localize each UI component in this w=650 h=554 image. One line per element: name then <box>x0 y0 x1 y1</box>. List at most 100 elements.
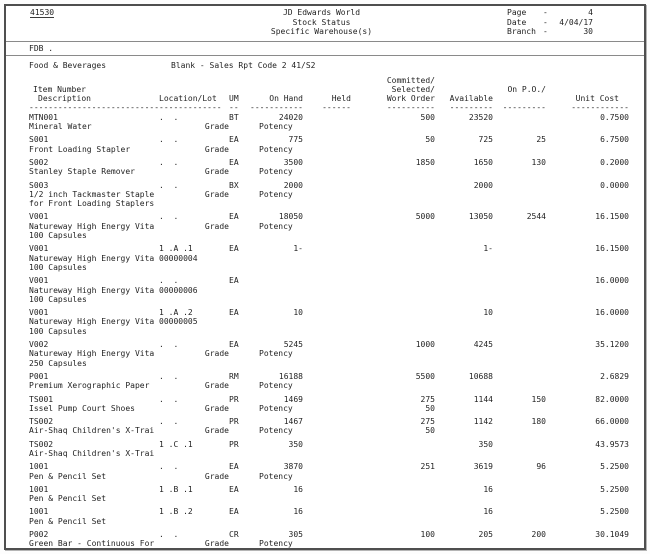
spacer <box>229 317 243 326</box>
lot-number: 00000005 <box>159 317 198 327</box>
item-description: Pen & Pencil Set <box>29 494 107 504</box>
committed-qty-2 <box>351 122 435 131</box>
unit-cost: 66.0000 <box>595 417 629 427</box>
available-qty: 4245 <box>473 340 493 350</box>
committed-qty: 251 <box>420 462 435 472</box>
dash-work-order: ---------- <box>386 103 435 113</box>
unit-of-measure: EA <box>229 244 239 254</box>
committed-qty: 50 <box>425 135 435 145</box>
item-code: TS002 <box>29 439 54 449</box>
spacer <box>243 76 303 85</box>
committed-qty: 5500 <box>415 371 435 381</box>
committed-qty-2 <box>351 286 435 295</box>
committed-qty: 275 <box>420 394 435 404</box>
item-code: V001 <box>29 244 49 254</box>
column-header-held: Held <box>331 94 351 104</box>
spacer <box>303 472 351 481</box>
spacer <box>303 190 351 199</box>
spacer <box>303 539 351 548</box>
unit-cost: 43.9573 <box>595 439 629 449</box>
item-description-cont: 250 Capsules <box>29 358 87 368</box>
on-hand-qty: 305 <box>288 530 303 540</box>
on-hand-qty: 16 <box>293 484 303 494</box>
dash-held: ------ <box>322 103 351 113</box>
spacer <box>303 404 351 413</box>
item-description-cont: 100 Capsules <box>29 262 87 272</box>
spacer <box>159 85 229 94</box>
sales-rpt-code: Blank - Sales Rpt Code 2 41/S2 <box>171 61 316 71</box>
spacer <box>229 85 243 94</box>
potency-label <box>243 317 303 326</box>
available-qty: 725 <box>478 135 493 145</box>
potency-label <box>243 517 303 526</box>
potency-label: Potency <box>259 189 293 199</box>
item-line: S001 . . EA 775 50 725 25 6.7500 <box>29 135 644 144</box>
unit-cost: 16.0000 <box>595 276 629 286</box>
available-qty: 16 <box>483 507 493 517</box>
item-code: V002 <box>29 340 49 350</box>
spacer <box>303 317 351 326</box>
spacer <box>303 222 351 231</box>
item-group: TS001. . PR 1469 275 1144 150 82.0000 Issel Pum… <box>29 395 644 414</box>
grade-label <box>159 449 229 458</box>
item-description: Green Bar - Continuous For <box>29 539 155 549</box>
committed-qty-2: 50 <box>425 426 435 436</box>
on-po-qty <box>493 181 546 190</box>
committed-qty-2 <box>351 167 435 176</box>
item-description: Natureway High Energy Vita <box>29 349 155 359</box>
potency-label <box>243 449 303 458</box>
dash-on-po: --------- <box>502 103 546 113</box>
location-lot: 1 .A .2 <box>159 308 193 318</box>
report-page: 41530 JD Edwards World Stock Status Spec… <box>4 4 646 550</box>
available-qty: 350 <box>478 439 493 449</box>
on-po-qty <box>493 308 546 317</box>
committed-qty-2: 50 <box>425 403 435 413</box>
committed-qty-2 <box>351 449 435 458</box>
grade-label: Grade <box>204 349 229 359</box>
available-qty <box>435 276 493 285</box>
committed-qty <box>351 276 435 285</box>
item-line: P002 . . CR 305 100 205 200 30.1049 <box>29 530 644 539</box>
spacer <box>303 286 351 295</box>
item-code: V001 <box>29 212 49 222</box>
report-meta: Page - 4 Date - 4/04/17 Branch - 30 <box>507 8 593 37</box>
available-qty: 1144 <box>473 394 493 404</box>
on-hand-qty: 10 <box>293 308 303 318</box>
unit-cost: 16.1500 <box>595 212 629 222</box>
committed-qty <box>351 308 435 317</box>
item-description-cont: for Front Loading Staplers <box>29 199 155 209</box>
on-hand-qty: 18050 <box>278 212 303 222</box>
available-qty: 1- <box>483 244 493 254</box>
unit-cost: 5.2500 <box>600 462 629 472</box>
unit-of-measure: EA <box>229 340 239 350</box>
potency-label <box>243 254 303 263</box>
spacer <box>229 349 243 358</box>
item-description: Premium Xerographic Paper <box>29 381 150 391</box>
item-group: TS002. . PR 1467 275 1142 180 66.0000 Air-Shaq … <box>29 417 644 436</box>
column-header-committed: Committed/ <box>386 75 435 85</box>
dash-item: --------------------------- <box>29 103 160 113</box>
unit-of-measure: BX <box>229 180 239 190</box>
description-line: Green Bar - Continuous For Grade Potency <box>29 539 644 548</box>
spacer <box>303 449 351 458</box>
column-header-description: Description <box>38 94 91 104</box>
item-line: S003 . . BX 2000 2000 0.0000 <box>29 181 644 190</box>
on-hand-qty <box>243 276 303 285</box>
available-qty: 1650 <box>473 157 493 167</box>
on-hand-qty: 350 <box>288 439 303 449</box>
item-group: 1001. . EA 3870 251 3619 96 5.2500 Pen & Pencil… <box>29 462 644 481</box>
warehouse-code: FDB . <box>29 44 54 53</box>
held-qty <box>303 507 351 516</box>
available-qty: 10 <box>483 308 493 318</box>
spacer <box>229 222 243 231</box>
item-description: Pen & Pencil Set <box>29 516 107 526</box>
item-group: P002. . CR 305 100 205 200 30.1049 Green Bar - … <box>29 530 644 548</box>
unit-of-measure: PR <box>229 394 239 404</box>
grade-label: Grade <box>204 122 229 132</box>
item-code: 1001 <box>29 484 49 494</box>
committed-qty-2 <box>351 381 435 390</box>
grade-label: Grade <box>204 144 229 154</box>
available-qty: 10688 <box>468 371 493 381</box>
held-qty <box>303 440 351 449</box>
committed-qty: 500 <box>420 112 435 122</box>
